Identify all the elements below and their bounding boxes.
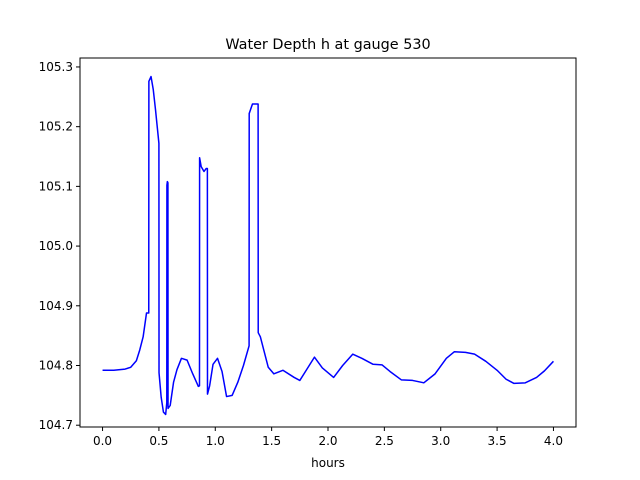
y-tick-label: 104.7 [39,418,73,432]
x-tick-label: 1.5 [262,434,281,448]
y-tick-label: 105.1 [39,179,73,193]
x-axis-label: hours [311,456,345,470]
x-tick-label: 4.0 [544,434,563,448]
x-tick-label: 2.0 [318,434,337,448]
x-tick-label: 0.0 [93,434,112,448]
y-tick-label: 104.9 [39,299,73,313]
x-tick-label: 3.0 [431,434,450,448]
y-tick-label: 105.3 [39,60,73,74]
series-line-0 [102,75,554,416]
y-tick-label: 105.0 [39,239,73,253]
chart-title: Water Depth h at gauge 530 [225,37,430,53]
y-axis: 104.7 104.8 104.9 105.0 105.1 105.2 105.3 [39,60,80,432]
y-tick-label: 104.8 [39,359,73,373]
x-tick-label: 2.5 [375,434,394,448]
x-tick-label: 3.5 [488,434,507,448]
x-tick-label: 0.5 [149,434,168,448]
x-axis: 0.0 0.5 1.0 1.5 2.0 2.5 3.0 3.5 4.0 [93,427,563,448]
plot-area [102,75,554,416]
y-tick-label: 105.2 [39,120,73,134]
x-tick-label: 1.0 [206,434,225,448]
